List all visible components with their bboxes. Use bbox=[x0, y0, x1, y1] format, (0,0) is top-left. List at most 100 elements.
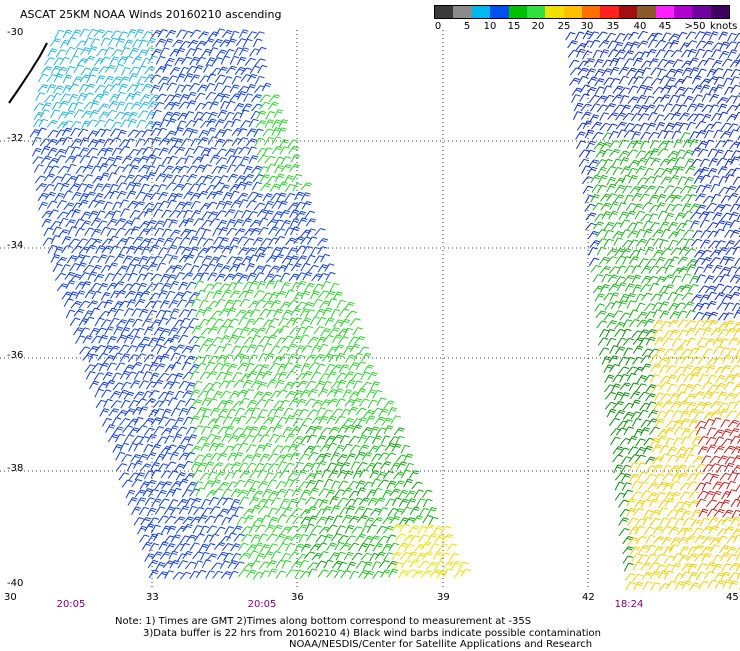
wind-barb bbox=[284, 363, 293, 371]
wind-barb bbox=[349, 436, 359, 443]
wind-barb bbox=[312, 553, 323, 560]
wind-barb bbox=[372, 436, 381, 444]
wind-barb bbox=[84, 184, 93, 192]
wind-barb bbox=[638, 41, 649, 48]
wind-barb bbox=[605, 303, 615, 310]
wind-barb bbox=[646, 337, 655, 345]
wind-barb bbox=[708, 231, 718, 238]
wind-barb bbox=[665, 123, 675, 131]
wind-barb bbox=[421, 542, 431, 550]
wind-barb bbox=[600, 285, 609, 293]
wind-barb bbox=[105, 327, 114, 335]
wind-barb bbox=[143, 147, 153, 154]
wind-barb bbox=[169, 500, 178, 508]
wind-barb bbox=[239, 317, 248, 325]
wind-barb bbox=[207, 202, 217, 209]
wind-barb bbox=[173, 184, 184, 191]
wind-barb bbox=[371, 382, 380, 390]
wind-barb bbox=[608, 275, 618, 282]
wind-barb bbox=[346, 311, 357, 318]
wind-barb bbox=[247, 32, 257, 39]
wind-barb bbox=[157, 185, 166, 193]
wind-barb bbox=[461, 569, 471, 577]
wind-barb bbox=[729, 130, 738, 138]
wind-barb bbox=[663, 338, 673, 346]
wind-barb bbox=[259, 354, 268, 362]
wind-barb bbox=[665, 213, 674, 221]
wind-barb bbox=[678, 465, 687, 473]
wind-barb bbox=[599, 257, 609, 264]
wind-barb bbox=[135, 299, 145, 306]
wind-barb bbox=[344, 302, 354, 309]
wind-barb bbox=[274, 407, 284, 415]
wind-barb bbox=[325, 291, 335, 298]
wind-barb bbox=[191, 201, 201, 209]
wind-barb bbox=[129, 149, 140, 156]
wind-barb bbox=[198, 191, 208, 198]
wind-barb bbox=[153, 401, 164, 408]
wind-barb bbox=[718, 330, 728, 337]
wind-barb bbox=[136, 354, 146, 361]
wind-barb bbox=[249, 156, 258, 164]
wind-barb bbox=[277, 515, 286, 523]
wind-barb bbox=[125, 409, 136, 416]
wind-barb bbox=[695, 536, 705, 543]
lon-tick-45: 45 bbox=[726, 592, 739, 604]
wind-barb bbox=[733, 456, 740, 464]
wind-barb bbox=[305, 498, 316, 505]
wind-barb bbox=[607, 409, 616, 417]
wind-barb bbox=[686, 311, 696, 319]
wind-barb bbox=[198, 32, 209, 39]
wind-barb bbox=[203, 308, 212, 316]
wind-barb bbox=[695, 346, 705, 354]
wind-barb bbox=[605, 402, 616, 409]
wind-barb bbox=[152, 110, 161, 118]
wind-barb bbox=[225, 210, 235, 217]
wind-barb bbox=[714, 77, 724, 85]
wind-barb bbox=[117, 130, 126, 138]
wind-barb bbox=[667, 384, 677, 392]
wind-barb bbox=[603, 86, 612, 94]
wind-barb bbox=[214, 83, 223, 91]
wind-barb bbox=[44, 228, 53, 236]
wind-barb bbox=[254, 417, 265, 424]
wind-barb bbox=[163, 166, 173, 173]
wind-barb bbox=[330, 497, 339, 505]
wind-barb bbox=[686, 466, 696, 474]
wind-barb bbox=[183, 444, 193, 452]
wind-barb bbox=[723, 222, 732, 230]
wind-barb bbox=[194, 561, 203, 569]
wind-barb bbox=[192, 326, 202, 334]
wind-barb bbox=[328, 299, 337, 307]
wind-barb bbox=[367, 525, 376, 533]
wind-barb bbox=[658, 131, 667, 139]
wind-barb bbox=[648, 410, 658, 417]
wind-barb bbox=[599, 348, 609, 356]
wind-barb bbox=[174, 345, 185, 352]
wind-barb bbox=[58, 166, 68, 173]
wind-barb bbox=[429, 517, 438, 525]
wind-barb bbox=[276, 291, 286, 298]
wind-barb bbox=[196, 570, 206, 578]
wind-barb bbox=[210, 408, 220, 416]
wind-barb bbox=[713, 564, 722, 572]
wind-barb bbox=[309, 488, 319, 496]
wind-barb bbox=[149, 363, 158, 371]
wind-barb bbox=[570, 68, 581, 75]
wind-barb bbox=[352, 553, 362, 560]
wind-barb bbox=[198, 138, 209, 145]
wind-barb bbox=[383, 490, 392, 498]
wind-barb bbox=[644, 87, 653, 95]
wind-barb bbox=[246, 319, 255, 327]
wind-barb bbox=[633, 574, 644, 581]
wind-barb bbox=[687, 122, 696, 130]
pass-time-3: 18:24 bbox=[615, 599, 644, 611]
wind-barb bbox=[163, 65, 172, 73]
wind-barb bbox=[206, 434, 216, 442]
wind-barb bbox=[725, 257, 734, 265]
wind-barb bbox=[732, 373, 740, 381]
wind-barb bbox=[642, 349, 652, 356]
wind-barb bbox=[286, 238, 297, 245]
wind-barb bbox=[707, 375, 716, 383]
wind-barb bbox=[727, 555, 737, 563]
